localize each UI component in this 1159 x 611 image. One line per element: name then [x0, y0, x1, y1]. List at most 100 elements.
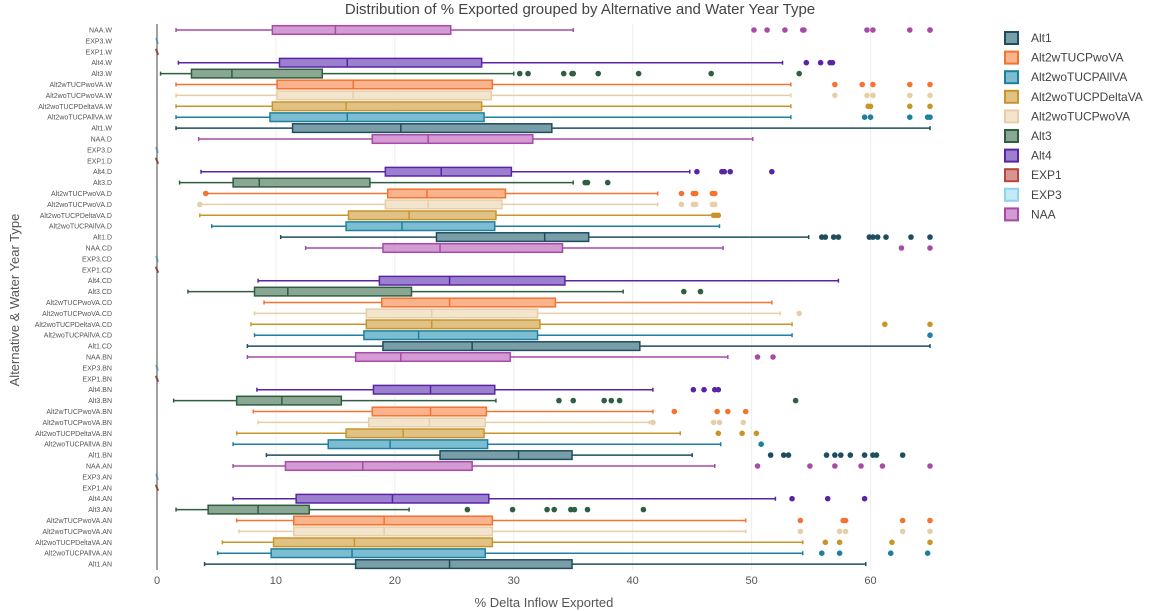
y-tick-label: Alt2woTUCPAllVA.AN [44, 551, 112, 558]
x-axis-ticks: 0 10 20 30 40 50 60 [154, 575, 877, 587]
outlier-point [836, 539, 843, 546]
legend-item-alt2wotucpallva[interactable]: Alt2woTUCPAllVA [1004, 70, 1127, 85]
outlier-point [927, 234, 933, 240]
box-alt2wotucpallva-w [175, 112, 933, 123]
outlier-point [906, 114, 913, 120]
outlier-point [692, 201, 699, 208]
outlier-point [924, 550, 931, 556]
outlier-point [725, 408, 731, 415]
x-tick-label: 50 [745, 575, 757, 587]
box-alt2wotucpwova-d [197, 199, 718, 210]
y-tick-label: Alt2woTUCPwoVA.D [47, 202, 112, 209]
box-alt3-w [159, 68, 802, 79]
legend-label: Alt2woTUCPDeltaVA [1031, 90, 1143, 104]
legend-item-alt4[interactable]: Alt4 [1004, 148, 1052, 163]
chart-title: Distribution of % Exported grouped by Al… [345, 1, 815, 18]
iqr-box [291, 123, 553, 134]
legend-item-alt3[interactable]: Alt3 [1004, 129, 1052, 143]
outlier-point [758, 441, 764, 448]
outlier-point [807, 463, 813, 469]
outlier-point [796, 70, 802, 77]
legend-item-alt1[interactable]: Alt1 [1004, 31, 1052, 45]
legend-swatch [1004, 70, 1019, 85]
outlier-point [899, 452, 906, 458]
y-tick-label: Alt3.W [91, 71, 112, 78]
outlier-point [898, 245, 905, 251]
outlier-point [202, 190, 209, 197]
outlier-point [927, 245, 933, 251]
outlier-point [927, 92, 933, 99]
box-alt2wotucpwova-bn [257, 417, 747, 428]
outlier-point [754, 463, 761, 469]
outlier-point [874, 234, 881, 240]
iqr-box [363, 330, 539, 341]
legend-label: EXP3 [1031, 188, 1062, 202]
outlier-point [859, 81, 866, 88]
legend-label: Alt2woTUCPAllVA [1031, 70, 1127, 84]
legend-item-alt2wotucpwova[interactable]: Alt2woTUCPwoVA [1004, 109, 1130, 124]
y-tick-label: Alt2woTUCPAllVA.BN [44, 442, 112, 449]
y-tick-label: Alt1.W [91, 126, 112, 133]
box-alt1-d [279, 232, 933, 243]
outlier-point [754, 354, 761, 360]
outlier-point [927, 27, 933, 33]
box-alt2wotucpwova-an [238, 526, 933, 537]
iqr-box [278, 57, 483, 68]
outlier-point [801, 27, 807, 33]
legend-item-exp1[interactable]: EXP1 [1004, 168, 1062, 183]
y-tick-label: EXP3.AN [82, 474, 112, 481]
y-tick-label: Alt2woTUCPwoVA.AN [42, 529, 112, 536]
outlier-point [835, 234, 842, 240]
legend-item-naa[interactable]: NAA [1004, 207, 1056, 222]
outlier-point [842, 517, 849, 524]
legend-swatch [1004, 168, 1019, 183]
iqr-box [253, 286, 413, 297]
y-tick-label: NAA.D [91, 137, 112, 144]
outlier-point [887, 550, 894, 556]
iqr-box [270, 548, 486, 559]
y-tick-label: Alt3.BN [88, 398, 112, 405]
y-axis-ticks: NAA.W EXP3.W EXP1.W Alt4.W Alt3.W Alt2wTUCPwo… [35, 28, 113, 569]
y-tick-label: Alt3.CD [88, 289, 112, 296]
outlier-point [823, 452, 830, 458]
iqr-box [276, 90, 492, 101]
outlier-point [742, 408, 749, 415]
outlier-point [556, 397, 562, 404]
outlier-point [832, 81, 838, 88]
y-tick-label: NAA.AN [86, 464, 112, 471]
outlier-point [818, 550, 825, 556]
outlier-point [867, 114, 874, 120]
outlier-point [739, 430, 745, 437]
outlier-point [740, 419, 747, 426]
box-alt2wotucpallva-bn [232, 439, 764, 450]
box-naa-w [175, 24, 933, 36]
iqr-box [354, 559, 573, 570]
outlier-point [708, 70, 714, 77]
outlier-point [836, 528, 843, 535]
x-tick-label: 20 [389, 575, 401, 587]
iqr-box [235, 395, 343, 406]
legend-label: Alt1 [1031, 31, 1052, 45]
y-tick-label: Alt2woTUCPDeltaVA.BN [35, 431, 112, 438]
legend-item-alt2wotucpdeltava[interactable]: Alt2woTUCPDeltaVA [1004, 89, 1143, 104]
legend-label: Alt3 [1031, 129, 1052, 143]
box-alt1-an [203, 559, 867, 570]
iqr-box [284, 460, 473, 472]
legend-item-exp3[interactable]: EXP3 [1004, 187, 1062, 202]
y-tick-label: Alt2woTUCPAllVA.W [47, 115, 112, 122]
y-tick-label: EXP1.W [86, 49, 113, 56]
iqr-box [271, 101, 483, 112]
outlier-point [692, 190, 699, 197]
outlier-point [908, 234, 914, 240]
legend-item-alt2wtucpwova[interactable]: Alt2wTUCPwoVA [1004, 50, 1123, 65]
iqr-box [293, 515, 494, 526]
outlier-point [770, 354, 776, 360]
box-alt1-w [175, 123, 931, 134]
y-tick-label: NAA.CD [86, 246, 112, 253]
outlier-point [780, 452, 787, 458]
outlier-point [873, 452, 880, 458]
legend-swatch [1004, 207, 1019, 222]
legend-swatch [1004, 89, 1019, 104]
outlier-point [678, 190, 685, 197]
outlier-point [927, 103, 933, 110]
